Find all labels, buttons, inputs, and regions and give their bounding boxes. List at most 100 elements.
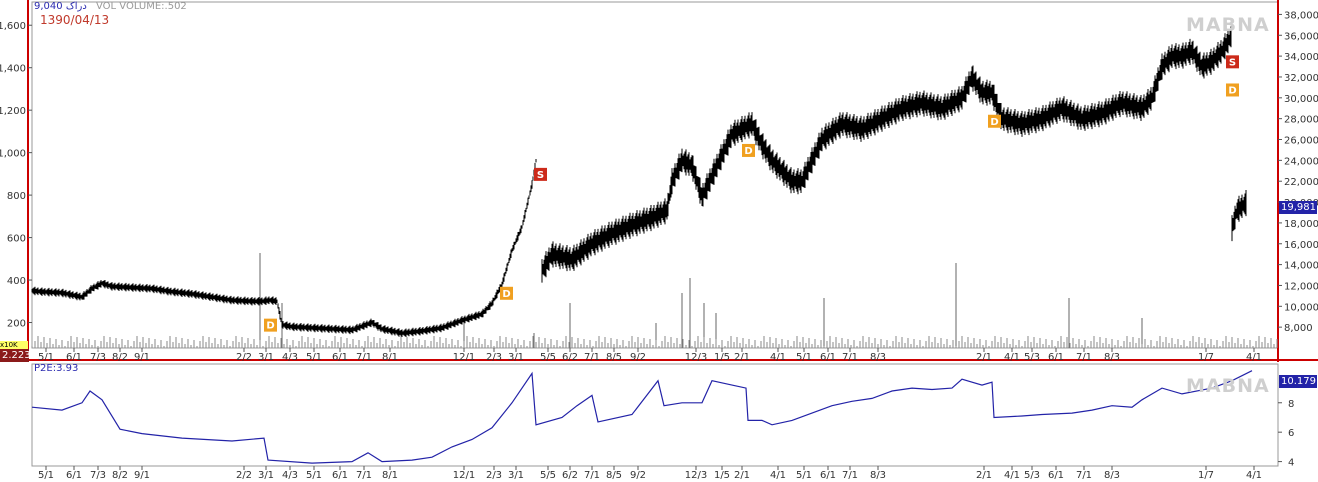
x-axis-label: 7/3 [90,470,106,481]
p2e-line [31,370,1253,464]
indicator-label: P2E:3.93 [34,363,79,374]
x-axis-label: 6/1 [820,470,836,481]
x-axis-label: 1/5 [714,470,730,481]
x-axis-label: 5/1 [306,352,322,363]
x-axis-label: 2/1 [976,352,992,363]
left-value-tag: 2.223 [0,349,31,362]
x-axis-label: 4/1 [1246,352,1262,363]
x-axis-label: 4/1 [770,352,786,363]
x-axis-label: 2/3 [486,470,502,481]
signal-label: D [1228,85,1236,96]
left-axis-label: 1,400 [0,64,26,75]
indicator-axis-label: 8 [1288,399,1294,410]
right-axis-label: 26,000 [1284,136,1318,147]
x-axis-label: 2/2 [236,470,252,481]
x-axis-label: 5/1 [306,470,322,481]
x-axis-label: 3/1 [508,352,524,363]
signal-box [264,318,277,332]
signal-label: D [744,146,752,157]
x-axis-label: 5/5 [540,352,556,363]
right-axis-label: 22,000 [1284,177,1318,188]
price-series-segment [541,26,1232,283]
x-axis-label: 2/3 [486,352,502,363]
signal-box [1226,55,1239,69]
price-series-segment [31,159,537,337]
scale-multiplier-badge: x10K [0,341,28,349]
indicator-panel-border [31,363,1279,467]
x-axis-label: 8/2 [112,470,128,481]
left-axis-label: 800 [7,191,26,202]
left-axis-label: 1,000 [0,149,26,160]
watermark-logo: MABNA [1186,14,1270,36]
x-axis-label: 12/3 [685,352,707,363]
signal-label: D [502,289,510,300]
right-axis-label: 34,000 [1284,52,1318,63]
left-axis-label: 400 [7,276,26,287]
indicator-axis-label: 6 [1288,428,1294,439]
signal-box [500,286,513,300]
x-axis-label: 4/3 [282,352,298,363]
volume-bars [31,253,1278,348]
signal-box [1226,83,1239,97]
axes: 200 400 600 800 1,000 1,200 1,400 1,600 8,000 10,… [0,10,1318,481]
left-axis-label: 200 [7,319,26,330]
x-axis-label: 5/1 [796,352,812,363]
x-axis-label: 7/3 [90,352,106,363]
x-axis-label: 3/1 [258,470,274,481]
right-axis-label: 32,000 [1284,73,1318,84]
x-axis-label: 8/5 [606,352,622,363]
signal-box [534,167,547,181]
x-axis-label: 9/1 [134,352,150,363]
x-axis-label: 9/2 [630,352,646,363]
x-axis-label: 1/7 [1198,352,1214,363]
x-axis-label: 12/3 [685,470,707,481]
right-axis-label: 36,000 [1284,31,1318,42]
signal-box [988,114,1001,128]
x-axis-label: 6/1 [66,352,82,363]
x-axis-label: 7/1 [584,470,600,481]
x-axis-label: 4/3 [282,470,298,481]
x-axis-label: 5/3 [1024,470,1040,481]
d-signal-marker: D [742,143,755,157]
x-axis-label: 8/2 [112,352,128,363]
last-price-tag: 19,981 [1279,201,1317,214]
x-axis-label: 6/1 [332,352,348,363]
x-axis-label: 8/1 [382,470,398,481]
p2e-indicator-series [31,370,1253,464]
x-axis-label: 5/1 [38,470,54,481]
x-axis-label: 7/1 [1076,352,1092,363]
x-axis-label: 12/1 [453,352,475,363]
right-axis-label: 30,000 [1284,94,1318,105]
x-axis-label: 1/7 [1198,470,1214,481]
right-axis-label: 18,000 [1284,219,1318,230]
x-axis-label: 5/5 [540,470,556,481]
right-axis-label: 14,000 [1284,261,1318,272]
d-signal-marker: D [1226,83,1239,97]
signal-markers: D D S D D S D [264,55,1239,332]
left-axis-label: 1,600 [0,21,26,32]
d-signal-marker: D [500,286,513,300]
volume-label: VOL VOLUME:.502 [96,1,187,12]
x-axis-label: 5/3 [1024,352,1040,363]
sell-signal-marker: S [534,167,547,181]
x-axis-label: 6/1 [66,470,82,481]
x-axis-label: 7/1 [356,470,372,481]
price-series-segment [1231,190,1247,242]
x-axis-label: 7/1 [584,352,600,363]
x-axis-label: 7/1 [842,352,858,363]
sell-signal-marker: S [1226,55,1239,68]
x-axis-label: 2/2 [236,352,252,363]
right-axis-label: 16,000 [1284,240,1318,251]
x-axis-label: 4/1 [1004,352,1020,363]
x-axis-label: 6/1 [820,352,836,363]
x-axis-label: 6/1 [1048,470,1064,481]
x-axis-label: 6/1 [332,470,348,481]
x-axis-label: 6/2 [562,470,578,481]
x-axis-label: 3/1 [258,352,274,363]
date-label: 1390/04/13 [40,13,110,27]
signal-label: D [266,321,274,332]
x-axis-label: 8/1 [382,352,398,363]
x-axis-label: 4/1 [770,470,786,481]
left-axis-label: 600 [7,234,26,245]
